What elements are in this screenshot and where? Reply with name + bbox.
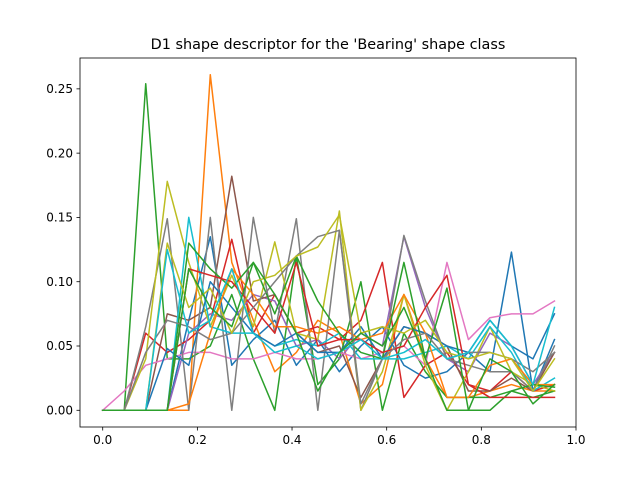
x-tick-label: 0.6 xyxy=(377,433,396,447)
axes-layer: 0.0 0.2 0.4 0.6 0.8 1.0 0.00 0.05 0.10 0.15 0.20 0.… xyxy=(46,57,586,447)
series-line-15 xyxy=(101,229,556,412)
series-line-16 xyxy=(101,214,556,412)
y-tick-label: 0.20 xyxy=(46,146,73,160)
series-line-10 xyxy=(101,216,556,412)
x-tick-label: 0.8 xyxy=(472,433,491,447)
series-line-12 xyxy=(101,268,556,412)
series-line-17 xyxy=(101,248,556,412)
y-tick-label: 0.25 xyxy=(46,82,73,96)
x-tick-label: 0.0 xyxy=(93,433,112,447)
x-tick-label: 0.2 xyxy=(188,433,207,447)
y-tick-label: 0.00 xyxy=(46,403,73,417)
series-line-9 xyxy=(101,180,556,412)
series-line-2 xyxy=(101,73,556,412)
y-tick-label: 0.15 xyxy=(46,211,73,225)
x-tick-label: 0.4 xyxy=(282,433,301,447)
x-tick-label: 1.0 xyxy=(566,433,585,447)
series-line-18 xyxy=(101,261,556,412)
series-line-4 xyxy=(101,238,556,412)
y-tick-label: 0.10 xyxy=(46,275,73,289)
chart-title: D1 shape descriptor for the 'Bearing' sh… xyxy=(151,37,506,53)
plot-frame xyxy=(79,57,577,428)
series-line-13 xyxy=(101,242,556,412)
y-tick-label: 0.05 xyxy=(46,339,73,353)
series-layer xyxy=(101,73,556,412)
